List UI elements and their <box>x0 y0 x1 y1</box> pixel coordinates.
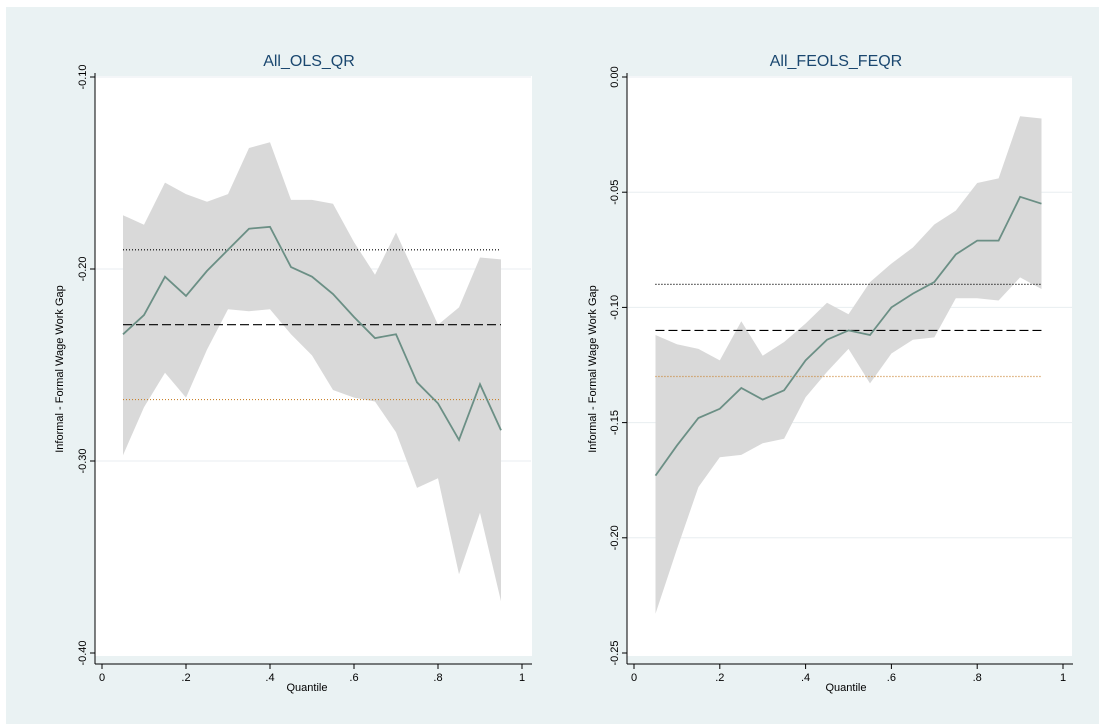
x-tick-label: .6 <box>887 672 896 684</box>
estimate-line <box>122 225 502 443</box>
y-tick-label: -0.10 <box>77 64 89 89</box>
x-tick-label: 0 <box>631 672 637 684</box>
y-tick-label: -0.20 <box>77 256 89 281</box>
y-tick-label: -0.25 <box>609 640 621 665</box>
y-tick-label: -0.15 <box>609 410 621 435</box>
reference-lines <box>123 249 501 401</box>
confidence-band <box>123 142 501 602</box>
estimate-line <box>654 195 1042 477</box>
y-axis-label: Informal - Formal Wage Work Gap <box>54 285 66 453</box>
x-tick-label: .2 <box>181 672 190 684</box>
y-tick-label: -0.40 <box>77 640 89 665</box>
x-tick-label: .6 <box>349 672 358 684</box>
y-tick-label: 0.00 <box>609 66 621 87</box>
x-tick-label: .4 <box>801 672 810 684</box>
axes: -0.40 -0.30 -0.20 -0.10 0 .2 .4 .6 .8 1 <box>77 64 532 684</box>
chart-canvas: All_OLS_QR -0.40 -0.30 -0.20 -0.10 0 .2 .4 .6 .8… <box>54 53 1073 694</box>
y-tick-label: -0.05 <box>609 180 621 205</box>
reference-lines <box>655 283 1042 378</box>
confidence-band <box>655 116 1042 614</box>
panel-all-feols-feqr: All_FEOLS_FEQR -0.25 -0.20 -0.15 -0.10 -0.05… <box>587 53 1073 694</box>
x-tick-label: .8 <box>973 672 982 684</box>
x-axis-label: Quantile <box>287 682 328 694</box>
y-axis-label: Informal - Formal Wage Work Gap <box>587 285 599 453</box>
x-tick-label: 1 <box>519 672 525 684</box>
axes: -0.25 -0.20 -0.15 -0.10 -0.05 0.00 0 .2 .4 .6 .8 1 <box>609 66 1073 684</box>
y-tick-label: -0.10 <box>609 295 621 320</box>
x-tick-label: .8 <box>433 672 442 684</box>
y-tick-label: -0.20 <box>609 525 621 550</box>
panel-all-ols-qr: All_OLS_QR -0.40 -0.30 -0.20 -0.10 0 .2 .4 .6 .8… <box>54 53 532 694</box>
x-axis-label: Quantile <box>826 682 867 694</box>
y-tick-label: -0.30 <box>77 448 89 473</box>
figure-background: All_OLS_QR -0.40 -0.30 -0.20 -0.10 0 .2 .4 .6 .8… <box>6 7 1099 724</box>
x-tick-label: 1 <box>1060 672 1066 684</box>
panel-title: All_FEOLS_FEQR <box>770 53 902 70</box>
x-tick-label: .2 <box>715 672 724 684</box>
x-tick-label: 0 <box>99 672 105 684</box>
x-tick-label: .4 <box>265 672 274 684</box>
panel-title: All_OLS_QR <box>263 53 355 70</box>
